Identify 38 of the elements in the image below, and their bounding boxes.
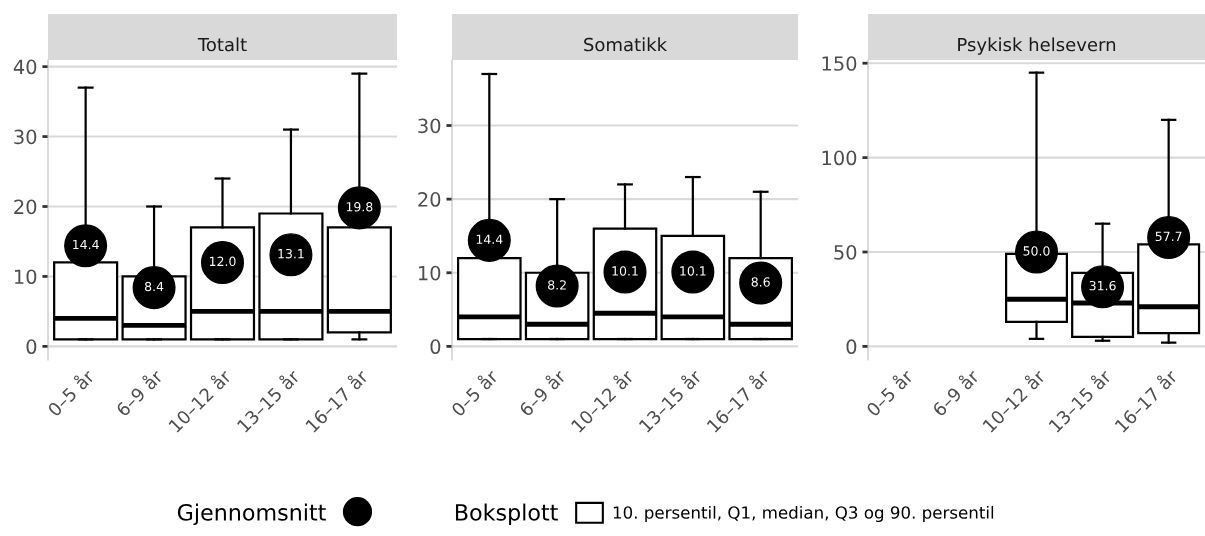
y-tick-label: 150 <box>822 56 857 71</box>
x-tick-label: 0–5 år <box>448 366 500 418</box>
y-tick-label: 30 <box>418 118 441 134</box>
legend-label: Boksplott <box>455 503 558 526</box>
data-label: 12.0 <box>209 256 236 267</box>
data-label: 8.4 <box>144 281 164 292</box>
y-tick-label: 50 <box>834 244 857 260</box>
x-tick-label: 6–9 år <box>930 366 981 418</box>
y-tick-label: 10 <box>14 269 37 285</box>
y-tick-label: 0 <box>26 339 37 355</box>
x-tick-label: 6–9 år <box>516 366 568 418</box>
data-label: 57.7 <box>1155 231 1182 242</box>
data-label: 50.0 <box>1023 246 1050 256</box>
y-tick-label: 0 <box>846 339 857 355</box>
x-tick-label: 0–5 år <box>45 366 96 418</box>
y-tick-label: 0 <box>430 339 441 355</box>
data-label: 10.1 <box>680 266 706 276</box>
data-label: 8.2 <box>548 280 566 290</box>
x-tick-label: 6–9 år <box>113 366 164 418</box>
y-tick-label: 10 <box>418 265 441 281</box>
data-label: 10.1 <box>612 266 638 276</box>
data-label: 13.1 <box>278 248 304 259</box>
chart-title: Totalt <box>197 37 247 52</box>
data-label: 31.6 <box>1089 280 1116 291</box>
text: 10. persentil, Q1, median, Q3 og 90. persentil <box>613 505 994 523</box>
y-tick-label: 40 <box>13 59 37 75</box>
y-tick-label: 20 <box>14 199 37 215</box>
y-tick-label: 20 <box>418 192 441 207</box>
x-tick-label: 0–5 år <box>863 366 915 418</box>
data-label: 8.6 <box>751 277 770 287</box>
y-tick-label: 100 <box>822 150 857 166</box>
chart-title: Somatikk <box>584 37 668 52</box>
data-label: 19.8 <box>346 202 373 212</box>
y-tick-label: 30 <box>14 129 37 145</box>
chart-title: Psykisk helsevern <box>958 37 1116 55</box>
legend-label: Gjennomsnitt <box>177 503 326 526</box>
data-label: 14.4 <box>476 234 503 244</box>
data-label: 14.4 <box>73 240 99 250</box>
